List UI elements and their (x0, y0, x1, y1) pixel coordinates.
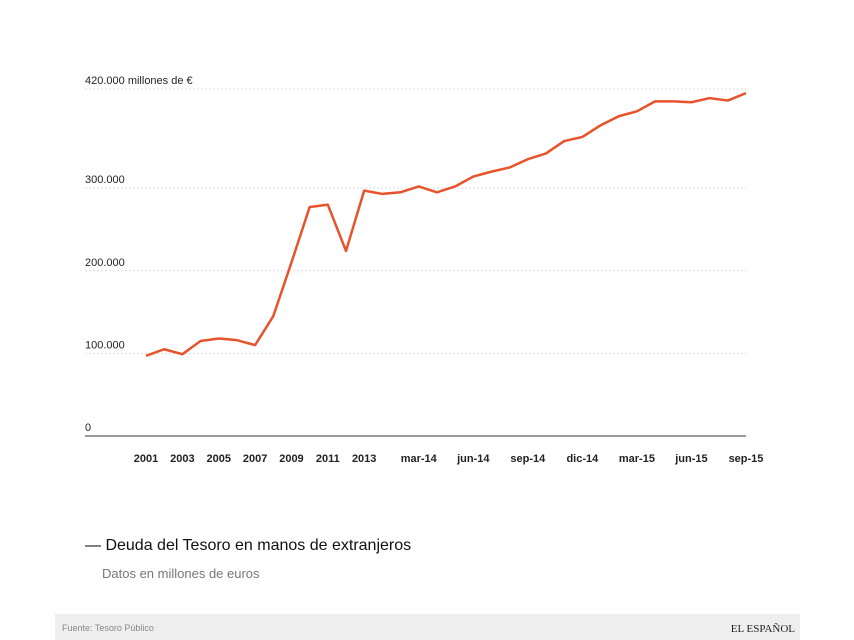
y-tick-label: 200.000 (85, 257, 125, 269)
line (145, 91, 747, 358)
chart-title: — Deuda del Tesoro en manos de extranjer… (85, 537, 411, 554)
x-tick-label: 2007 (243, 453, 267, 465)
x-tick-label: jun-14 (456, 453, 490, 465)
x-tick-label: jun-15 (674, 453, 707, 465)
x-tick-label: 2001 (134, 453, 158, 465)
y-tick-label: 100.000 (85, 339, 125, 351)
y-tick-label: 300.000 (85, 174, 125, 186)
x-tick-label: 2009 (279, 453, 303, 465)
chart-subtitle: Datos en millones de euros (102, 566, 260, 581)
brand: EL ESPAÑOL (731, 623, 796, 635)
x-tick-label: 2003 (170, 453, 194, 465)
footer-bar (55, 614, 800, 640)
x-tick-label: mar-15 (619, 453, 655, 465)
x-tick-label: mar-14 (401, 453, 438, 465)
x-tick-label: sep-15 (729, 453, 764, 465)
source: Fuente: Tesoro Público (62, 623, 154, 633)
x-tick-label: 2005 (206, 453, 230, 465)
x-tick-label: 2011 (316, 453, 340, 465)
x-tick-label: 2013 (352, 453, 376, 465)
y-tick-label: 0 (85, 422, 91, 434)
x-tick-label: dic-14 (566, 453, 599, 465)
x-tick-label: sep-14 (510, 453, 546, 465)
y-tick-label: 420.000 millones de € (85, 75, 193, 87)
